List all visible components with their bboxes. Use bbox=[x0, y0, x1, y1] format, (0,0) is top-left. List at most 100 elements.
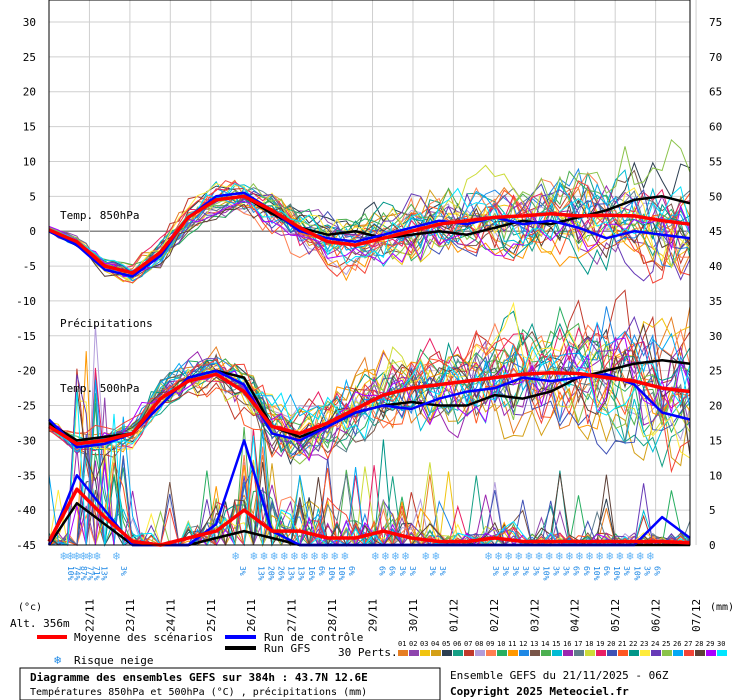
pert-number: 06 bbox=[453, 640, 461, 648]
pert-number: 15 bbox=[552, 640, 560, 648]
snowflake-icon: ❄ bbox=[485, 549, 492, 563]
pert-number: 04 bbox=[431, 640, 439, 648]
left-tick-label: 0 bbox=[29, 225, 36, 238]
right-tick-label: 75 bbox=[709, 16, 722, 29]
pert-number: 12 bbox=[519, 640, 527, 648]
left-unit-label: (°c) bbox=[18, 602, 42, 613]
right-tick-label: 20 bbox=[709, 400, 722, 413]
snowflake-icon: ❄ bbox=[566, 549, 573, 563]
chart-title: Diagramme des ensembles GEFS sur 384h : … bbox=[30, 671, 368, 684]
snow-risk-pct: 3% bbox=[511, 566, 520, 576]
snowflake-icon: ❄ bbox=[321, 549, 328, 563]
snow-risk-pct: 3% bbox=[622, 566, 631, 576]
pert-swatch bbox=[563, 650, 573, 656]
snow-risk-pct: 3% bbox=[562, 566, 571, 576]
x-tick-label: 27/11 bbox=[286, 599, 299, 632]
left-tick-label: 30 bbox=[23, 16, 36, 29]
pert-swatch bbox=[706, 650, 716, 656]
snowflake-icon: ❄ bbox=[586, 549, 593, 563]
snowflake-icon: ❄ bbox=[113, 549, 120, 563]
pert-swatch bbox=[607, 650, 617, 656]
left-tick-label: -15 bbox=[16, 330, 36, 343]
pert-swatch bbox=[662, 650, 672, 656]
plot-frame bbox=[48, 0, 691, 546]
snow-risk-pct: 10% bbox=[541, 566, 550, 581]
legend-gfs-label: Run GFS bbox=[264, 642, 310, 655]
pert-number: 13 bbox=[530, 640, 538, 648]
snowflake-icon: ❄ bbox=[535, 549, 542, 563]
snow-risk-pct: 10% bbox=[612, 566, 621, 581]
right-tick-label: 15 bbox=[709, 434, 722, 447]
pert-swatch bbox=[574, 650, 584, 656]
snowflake-icon: ❄ bbox=[636, 549, 643, 563]
snow-risk-pct: 6% bbox=[378, 566, 387, 576]
x-tick-label: 22/11 bbox=[83, 599, 96, 632]
left-tick-label: -40 bbox=[16, 504, 36, 517]
series-t850-line bbox=[48, 194, 691, 275]
snow-risk-pct: 3% bbox=[501, 566, 510, 576]
annotation-precip: Précipitations bbox=[60, 317, 153, 330]
pert-swatch bbox=[618, 650, 628, 656]
x-tick-label: 02/12 bbox=[488, 599, 501, 632]
snow-risk-pct: 74% bbox=[73, 566, 82, 581]
snowflake-icon: ❄ bbox=[270, 549, 277, 563]
snowflake-icon: ❄ bbox=[382, 549, 389, 563]
x-tick-label: 23/11 bbox=[124, 599, 137, 632]
snow-risk-pct: 6% bbox=[653, 566, 662, 576]
pert-number: 22 bbox=[629, 640, 637, 648]
snow-risk-pct: 10% bbox=[327, 566, 336, 581]
series-t500-line bbox=[48, 371, 691, 446]
right-unit-label: (mm) bbox=[710, 602, 734, 613]
snow-risk-pct: 10% bbox=[66, 566, 75, 581]
snowflake-icon: ❄ bbox=[86, 549, 93, 563]
x-tick-label: 29/11 bbox=[367, 599, 380, 632]
snowflake-icon: ❄ bbox=[250, 549, 257, 563]
pert-swatch bbox=[552, 650, 562, 656]
right-tick-label: 70 bbox=[709, 51, 722, 64]
snowflake-icon: ❄ bbox=[301, 549, 308, 563]
snow-risk-pct: 3% bbox=[428, 566, 437, 576]
snow-risk-pct: 10% bbox=[592, 566, 601, 581]
right-tick-label: 10 bbox=[709, 469, 722, 482]
snow-risk-pct: 3% bbox=[119, 566, 128, 576]
copyright: Copyright 2025 Meteociel.fr bbox=[450, 685, 629, 698]
pert-number: 23 bbox=[640, 640, 648, 648]
right-tick-label: 60 bbox=[709, 121, 722, 134]
pert-number: 28 bbox=[695, 640, 703, 648]
pert-swatch bbox=[431, 650, 441, 656]
snowflake-icon: ❄ bbox=[331, 549, 338, 563]
pert-number: 01 bbox=[398, 640, 406, 648]
pert-swatch bbox=[497, 650, 507, 656]
series-t500-line bbox=[48, 369, 691, 449]
pert-t850-line bbox=[48, 182, 691, 282]
left-tick-label: -5 bbox=[23, 260, 36, 273]
title-box bbox=[19, 667, 441, 700]
snowflake-icon: ❄ bbox=[626, 549, 633, 563]
snowflake-icon: ❄ bbox=[515, 549, 522, 563]
snow-risk-pct: 6% bbox=[572, 566, 581, 576]
right-tick-label: 30 bbox=[709, 330, 722, 343]
snowflake-icon: ❄ bbox=[616, 549, 623, 563]
chart-axes: 302520151050-5-10-15-20-25-30-35-40-4575… bbox=[16, 0, 722, 632]
snow-risk-pct: 6% bbox=[582, 566, 591, 576]
x-tick-label: 01/12 bbox=[447, 599, 460, 632]
x-tick-label: 03/12 bbox=[528, 599, 541, 632]
x-tick-label: 06/12 bbox=[650, 599, 663, 632]
snow-risk-pct: 3% bbox=[531, 566, 540, 576]
pert-swatch bbox=[508, 650, 518, 656]
snow-risk-pct: 3% bbox=[521, 566, 530, 576]
pert-swatch bbox=[409, 650, 419, 656]
perturbation-lines bbox=[48, 138, 691, 547]
pert-number: 10 bbox=[497, 640, 505, 648]
legend-control-label: Run de contrôle bbox=[264, 631, 363, 644]
snow-risk-pct: 26% bbox=[276, 566, 285, 581]
x-tick-label: 04/12 bbox=[569, 599, 582, 632]
snowflake-icon: ❄ bbox=[93, 549, 100, 563]
pert-number: 24 bbox=[651, 640, 659, 648]
snowflake-icon: ❄ bbox=[260, 549, 267, 563]
left-tick-label: 5 bbox=[29, 190, 36, 203]
pert-swatch bbox=[673, 650, 683, 656]
snowflake-icon: ❄ bbox=[505, 549, 512, 563]
snowflake-icon: ❄ bbox=[556, 549, 563, 563]
